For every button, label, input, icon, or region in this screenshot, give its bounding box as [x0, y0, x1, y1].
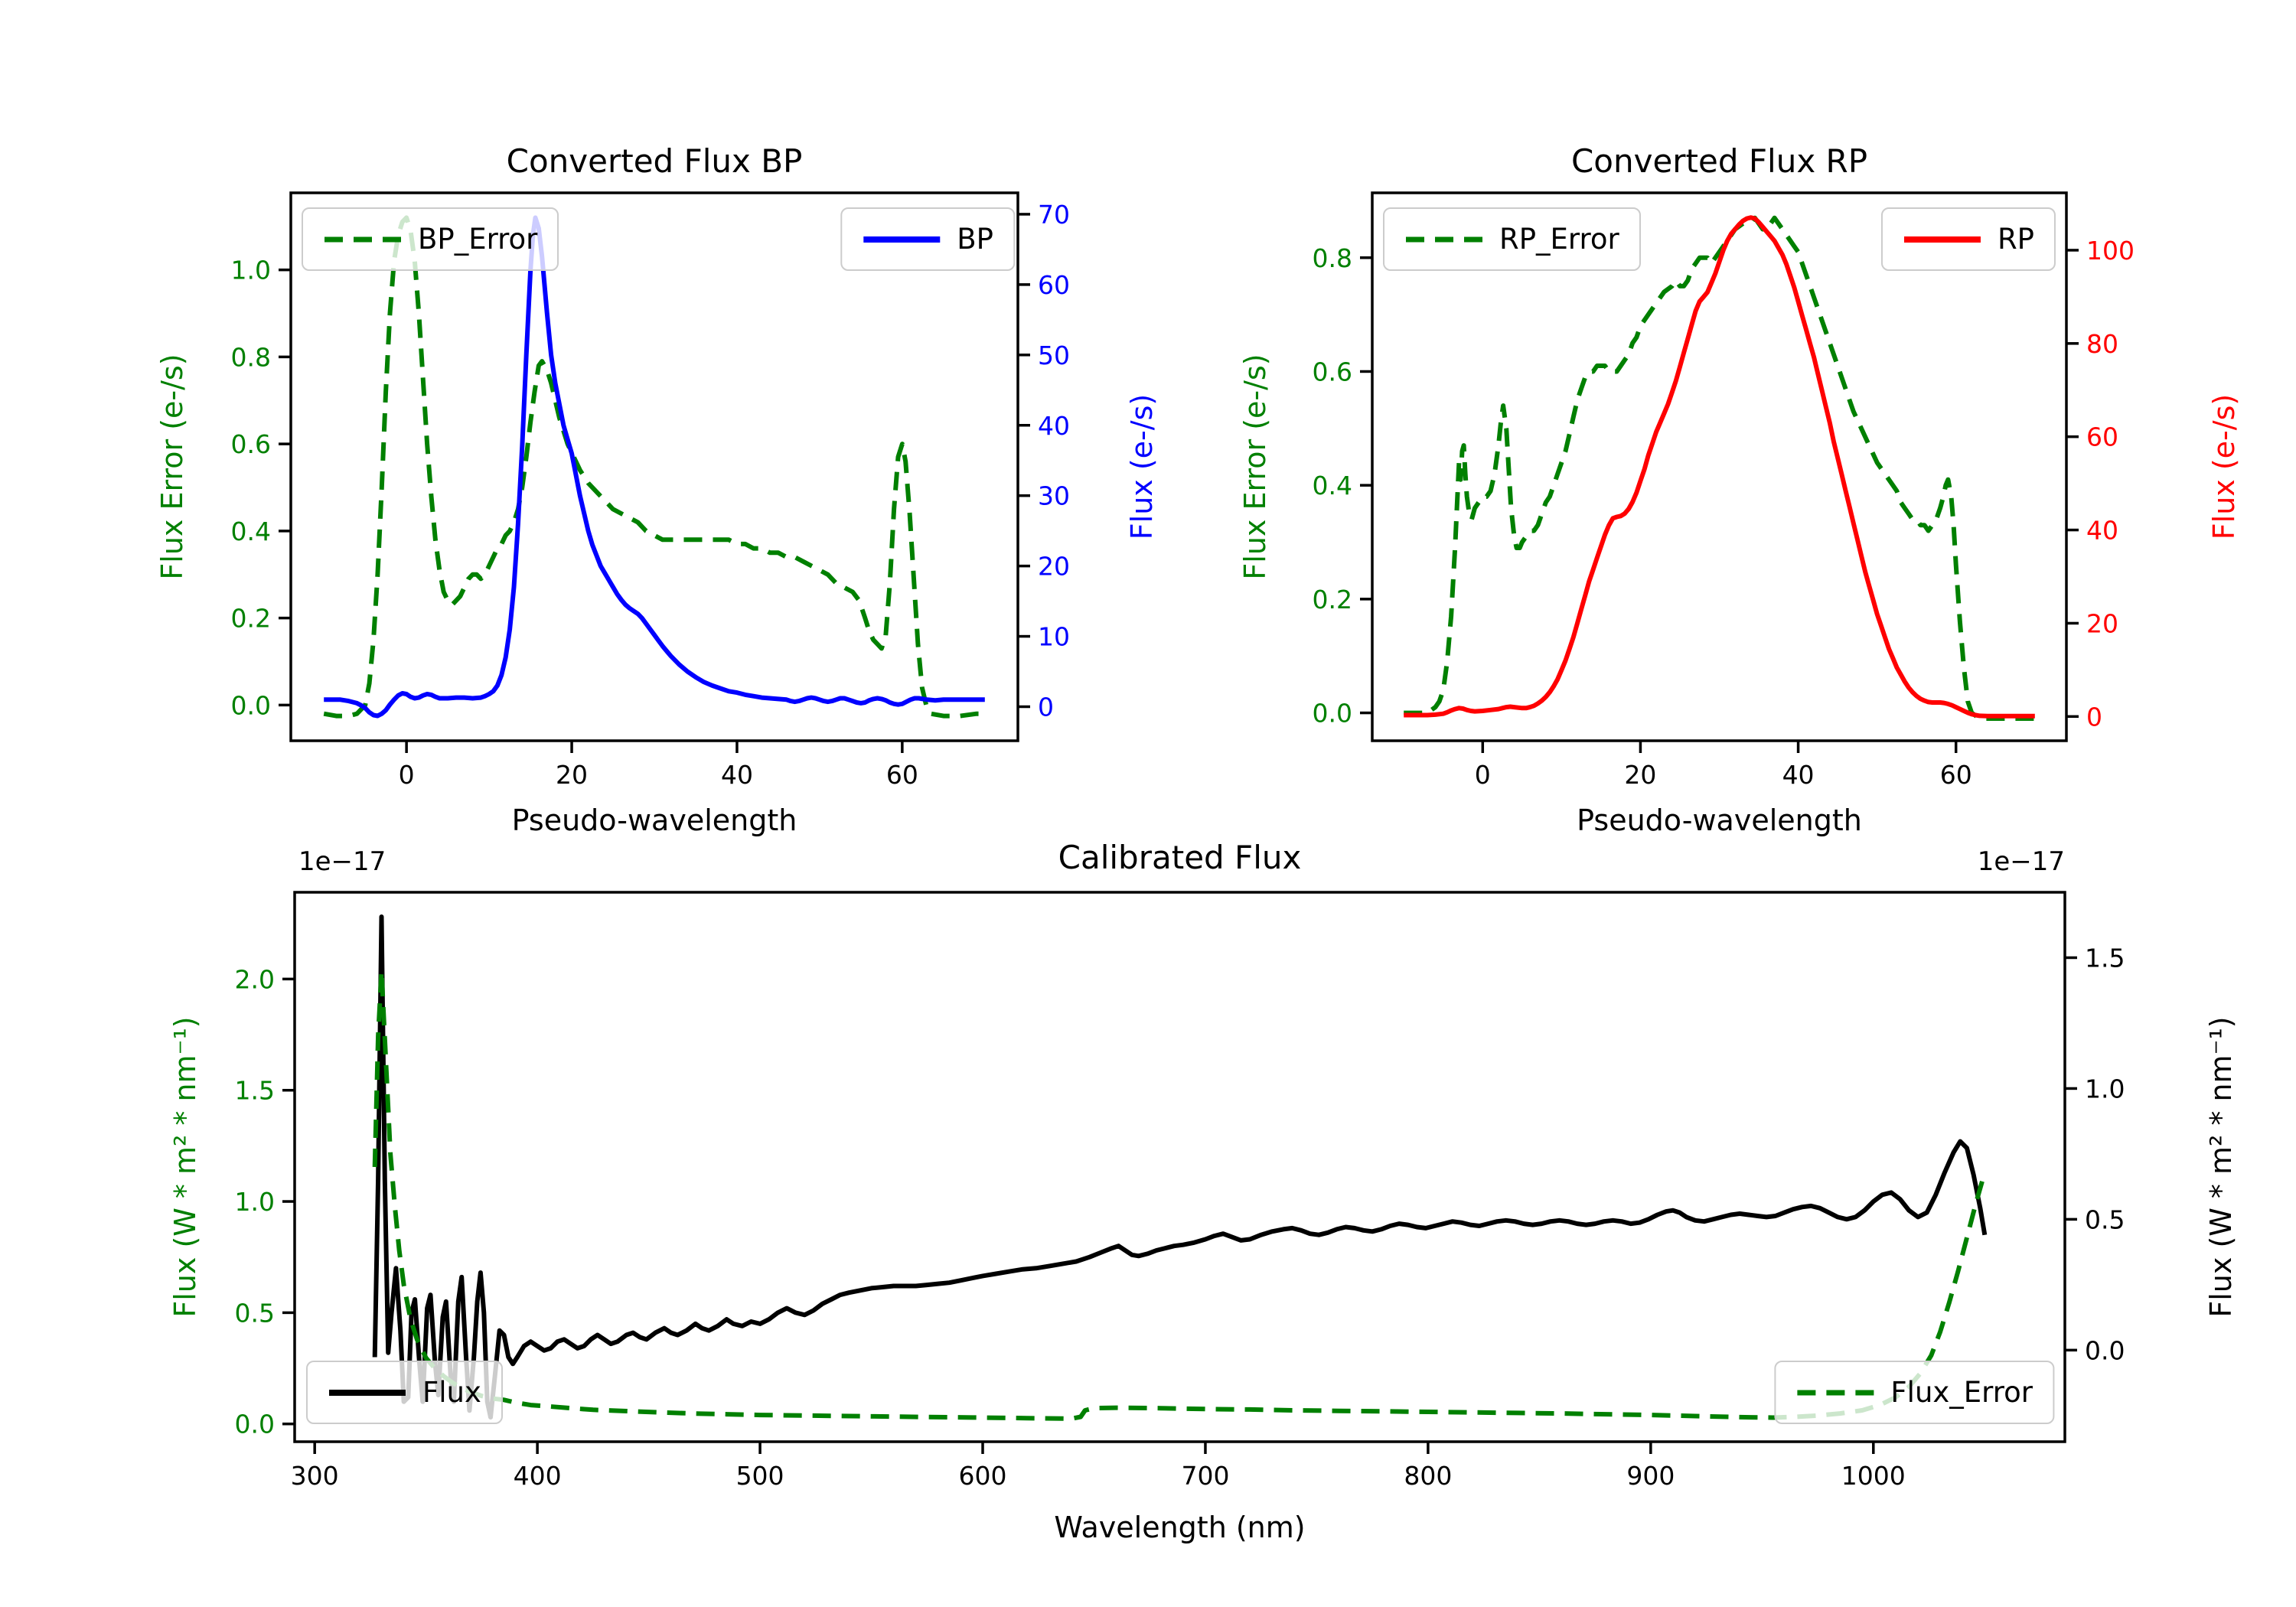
y-right-tick-label: 30: [1038, 481, 1070, 511]
x-tick-label: 40: [1782, 760, 1815, 790]
y-right-tick-label: 0: [2086, 702, 2102, 732]
y-left-tick-label: 0.4: [1313, 471, 1352, 500]
y-left-tick-label: 0.2: [231, 604, 271, 634]
x-tick-label: 20: [1624, 760, 1656, 790]
y-right-tick-label: 100: [2086, 236, 2135, 266]
x-tick-label: 20: [556, 760, 588, 790]
y-right-tick-label: 0.5: [2085, 1204, 2125, 1234]
series-line-rp_error: [1404, 215, 2035, 721]
axes-frame: [289, 191, 1019, 742]
y-right-tick-label: 40: [2086, 516, 2118, 546]
flux-error-legend-line-icon: [1797, 1390, 1874, 1395]
x-tick-label: 300: [291, 1461, 339, 1491]
subplot-rp-xlabel: Pseudo-wavelength: [1577, 804, 1862, 837]
legend-flux-error: Flux_Error: [1774, 1361, 2054, 1424]
axes-frame: [1371, 191, 2068, 742]
bp-legend-line-icon: [863, 236, 941, 243]
legend-label: Flux: [422, 1376, 481, 1409]
y-right-tick-label: 20: [1038, 552, 1070, 582]
legend-label: RP: [1997, 223, 2034, 256]
y-left-tick-label: 0.0: [231, 690, 271, 720]
series-line-flux_error: [372, 968, 1989, 1421]
legend-bp: BP: [840, 207, 1015, 271]
x-tick-label: 60: [886, 760, 918, 790]
y-right-tick-label: 60: [2086, 422, 2118, 452]
axes-frame: [293, 891, 2066, 1443]
flux-legend-line-icon: [329, 1389, 406, 1396]
y-left-tick-label: 0.0: [235, 1410, 275, 1439]
rp-error-legend-line-icon: [1406, 236, 1482, 242]
y-right-tick-label: 1.0: [2085, 1074, 2125, 1103]
y-left-tick-label: 0.6: [231, 429, 271, 459]
series-line-rp: [1404, 215, 2035, 719]
rp-legend-line-icon: [1903, 236, 1981, 243]
x-tick-label: 600: [959, 1461, 1007, 1491]
legend-rp: RP: [1880, 207, 2056, 271]
x-tick-label: 800: [1404, 1461, 1452, 1491]
series-line-bp_error: [323, 215, 985, 719]
legend-label: RP_Error: [1499, 223, 1619, 256]
y-left-tick-label: 1.5: [235, 1076, 275, 1106]
subplot-bp-ylabel-left: Flux Error (e-/s): [155, 354, 189, 580]
y-left-tick-label: 0.2: [1313, 585, 1352, 614]
y-right-tick-label: 0.0: [2085, 1335, 2125, 1365]
subplot-bp-title: Converted Flux BP: [506, 142, 803, 180]
subplot-rp-ylabel-left: Flux Error (e-/s): [1238, 354, 1272, 580]
subplot-calibrated-offset-left: 1e−17: [298, 846, 386, 877]
legend-flux: Flux: [306, 1361, 503, 1424]
legend-label: BP: [957, 223, 993, 256]
y-right-tick-label: 40: [1038, 411, 1070, 441]
y-left-tick-label: 0.0: [1313, 699, 1352, 729]
subplot-calibrated-ylabel-right: Flux (W * m² * nm⁻¹): [2204, 1016, 2238, 1318]
subplot-bp: 0 20 40 60 0.0 0.2 0.4 0.6 0.8 1.0 0 10 20 30 40 50 60 70: [231, 191, 1070, 790]
y-right-tick-label: 10: [1038, 622, 1070, 652]
x-tick-label: 500: [736, 1461, 784, 1491]
subplot-calibrated-title: Calibrated Flux: [1058, 839, 1302, 876]
y-left-tick-label: 0.5: [235, 1298, 275, 1328]
y-left-tick-label: 0.4: [231, 517, 271, 546]
subplot-calibrated-ylabel-left: Flux (W * m² * nm⁻¹): [168, 1016, 202, 1318]
subplot-calibrated-offset-right: 1e−17: [1977, 846, 2065, 877]
y-right-tick-label: 20: [2086, 608, 2118, 638]
y-left-tick-label: 2.0: [235, 964, 275, 994]
y-left-tick-label: 1.0: [235, 1187, 275, 1217]
legend-label: Flux_Error: [1890, 1376, 2033, 1409]
y-right-tick-label: 50: [1038, 341, 1070, 370]
subplot-rp-title: Converted Flux RP: [1570, 142, 1868, 180]
y-right-tick-label: 1.5: [2085, 943, 2125, 973]
legend-rp-error: RP_Error: [1383, 207, 1641, 271]
y-left-tick-label: 1.0: [231, 256, 271, 285]
x-tick-label: 700: [1181, 1461, 1229, 1491]
subplot-rp: 0 20 40 60 0.0 0.2 0.4 0.6 0.8 0 20 40 60 80 100: [1313, 191, 2135, 790]
y-left-tick-label: 0.6: [1313, 357, 1352, 386]
x-tick-label: 400: [514, 1461, 562, 1491]
y-right-tick-label: 80: [2086, 329, 2118, 359]
y-right-tick-label: 0: [1038, 693, 1054, 722]
bp-error-legend-line-icon: [325, 236, 401, 242]
series-line-flux: [372, 914, 1988, 1420]
y-left-tick-label: 0.8: [1313, 243, 1352, 273]
x-tick-label: 60: [1940, 760, 1972, 790]
x-tick-label: 1000: [1841, 1461, 1906, 1491]
x-tick-label: 900: [1626, 1461, 1675, 1491]
x-tick-label: 0: [1475, 760, 1491, 790]
x-tick-label: 0: [399, 760, 415, 790]
legend-label: BP_Error: [418, 223, 538, 256]
series-line-bp: [324, 215, 985, 719]
subplot-bp-xlabel: Pseudo-wavelength: [511, 804, 797, 837]
y-right-tick-label: 70: [1038, 200, 1070, 230]
y-left-tick-label: 0.8: [231, 342, 271, 372]
x-tick-label: 40: [721, 760, 753, 790]
y-right-tick-label: 60: [1038, 270, 1070, 300]
legend-bp-error: BP_Error: [302, 207, 559, 271]
subplot-bp-ylabel-right: Flux (e-/s): [1125, 393, 1159, 540]
subplot-calibrated-xlabel: Wavelength (nm): [1054, 1511, 1306, 1544]
subplot-rp-ylabel-right: Flux (e-/s): [2207, 393, 2241, 540]
